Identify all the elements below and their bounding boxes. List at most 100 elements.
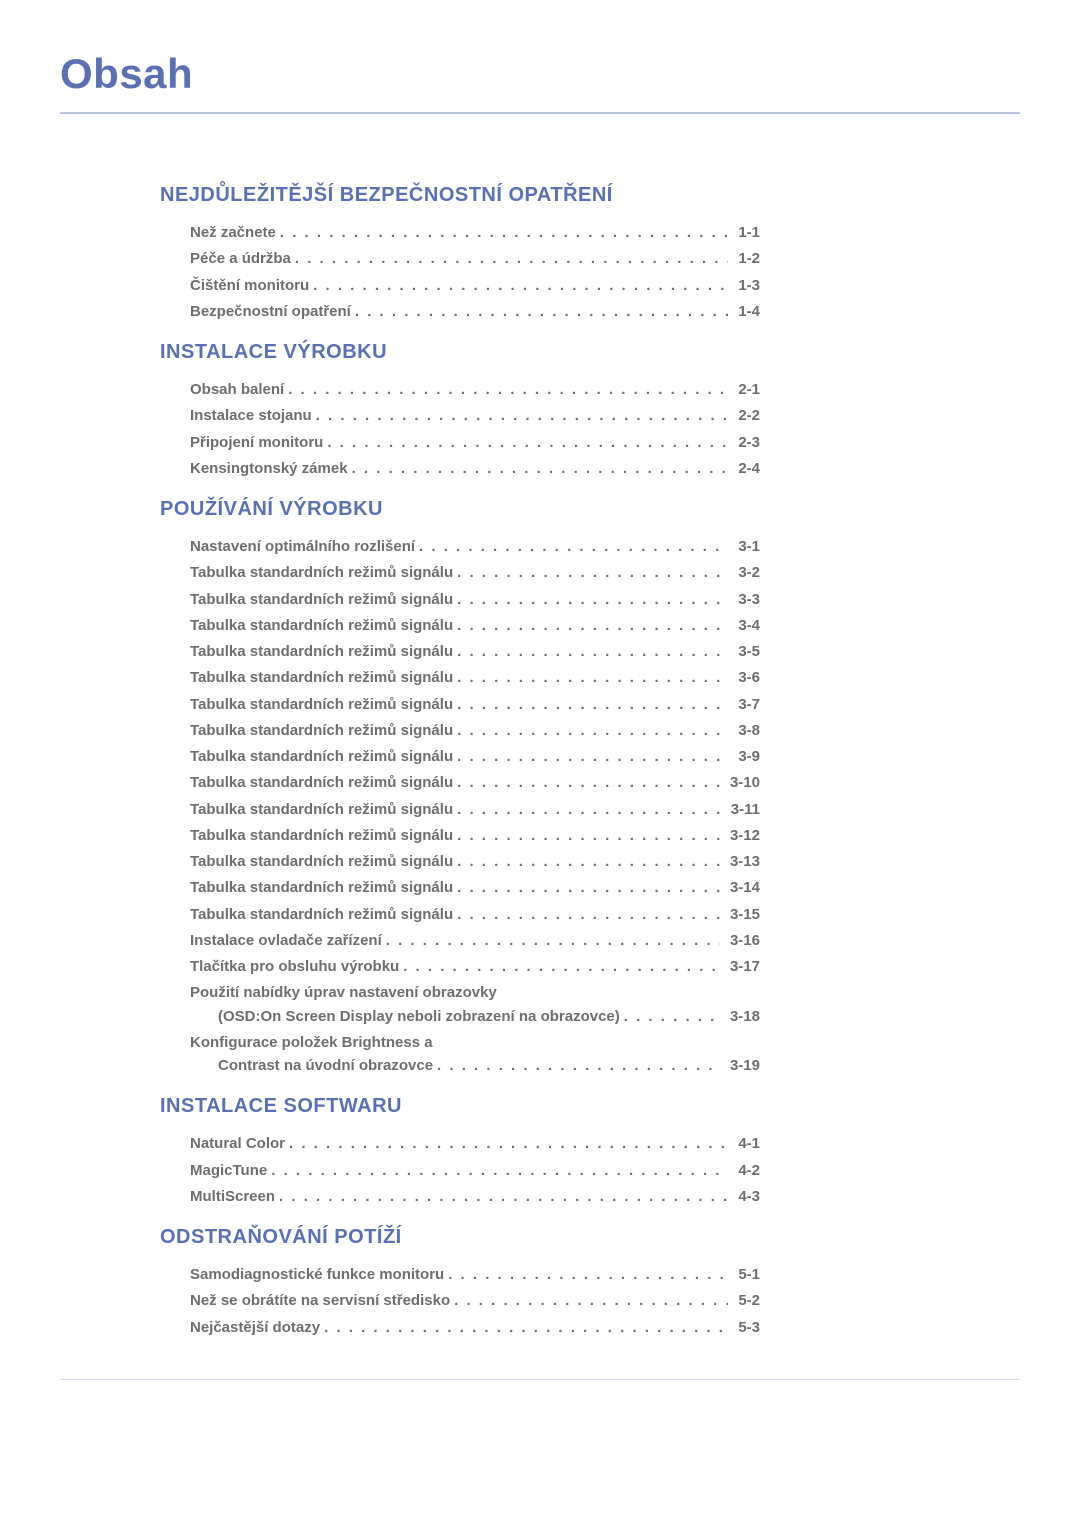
toc-entry[interactable]: Tlačítka pro obsluhu výrobku3-17: [190, 955, 760, 978]
section-heading: INSTALACE VÝROBKU: [160, 341, 760, 364]
toc-entry[interactable]: Tabulka standardních režimů signálu 3-8: [190, 719, 760, 742]
toc-list: Obsah balení 2-1 Instalace stojanu2-2 Připo…: [160, 378, 760, 480]
toc-leader: [457, 771, 720, 794]
toc-entry[interactable]: Nejčastější dotazy 5-3: [190, 1316, 760, 1339]
toc-entry-label: Připojení monitoru: [190, 431, 323, 454]
toc-entry[interactable]: Použití nabídky úprav nastavení obrazovk…: [190, 981, 760, 1028]
toc-entry[interactable]: Péče a údržba1-2: [190, 247, 760, 270]
toc-entry-label: Čištění monitoru: [190, 274, 309, 297]
toc-entry[interactable]: Tabulka standardních režimů signálu3-15: [190, 903, 760, 926]
toc-entry[interactable]: Kensingtonský zámek 2-4: [190, 457, 760, 480]
toc-entry-label: Nastavení optimálního rozlišení: [190, 535, 415, 558]
toc-leader: [280, 221, 728, 244]
toc-entry-page: 3-12: [730, 824, 760, 847]
toc-entry-page: 3-8: [738, 719, 760, 742]
toc-entry[interactable]: Tabulka standardních režimů signálu3-9: [190, 745, 760, 768]
toc-entry-label: Obsah balení: [190, 378, 284, 401]
toc-entry-page: 3-6: [738, 666, 760, 689]
toc-entry[interactable]: Tabulka standardních režimů signálu3-10: [190, 771, 760, 794]
toc-entry[interactable]: Bezpečnostní opatření1-4: [190, 300, 760, 323]
toc-entry-label: Tabulka standardních režimů signálu: [190, 903, 453, 926]
toc-entry[interactable]: Samodiagnostické funkce monitoru5-1: [190, 1263, 760, 1286]
toc-content: NEJDŮLEŽITĚJŠÍ BEZPEČNOSTNÍ OPATŘENÍ Než …: [60, 184, 1020, 1339]
toc-entry[interactable]: Tabulka standardních režimů signálu3-13: [190, 850, 760, 873]
toc-leader: [457, 798, 721, 821]
toc-leader: [327, 431, 728, 454]
toc-entry[interactable]: Natural Color4-1: [190, 1132, 760, 1155]
toc-entry[interactable]: Tabulka standardních režimů signálu 3-12: [190, 824, 760, 847]
toc-leader: [324, 1316, 728, 1339]
toc-entry-label: Konfigurace položek Brightness a: [190, 1031, 760, 1054]
toc-entry-page: 3-9: [738, 745, 760, 768]
toc-leader: [295, 247, 728, 270]
toc-list: Samodiagnostické funkce monitoru5-1 Než s…: [160, 1263, 760, 1339]
toc-entry[interactable]: Než se obrátíte na servisní středisko5-2: [190, 1289, 760, 1312]
toc-entry-page: 5-2: [738, 1289, 760, 1312]
bottom-rule: [60, 1379, 1020, 1380]
toc-entry-label: Tabulka standardních režimů signálu: [190, 640, 453, 663]
toc-entry-page: 3-16: [730, 929, 760, 952]
toc-entry-label: Tabulka standardních režimů signálu: [190, 719, 453, 742]
toc-leader: [355, 300, 728, 323]
section-heading: NEJDŮLEŽITĚJŠÍ BEZPEČNOSTNÍ OPATŘENÍ: [160, 184, 760, 207]
toc-entry-page: 3-18: [730, 1005, 760, 1028]
toc-list: Než začnete1-1 Péče a údržba1-2 Čištění mo…: [160, 221, 760, 323]
toc-entry-label: Tabulka standardních režimů signálu: [190, 693, 453, 716]
toc-entry-page: 5-3: [738, 1316, 760, 1339]
toc-entry-page: 3-1: [738, 535, 760, 558]
toc-entry[interactable]: Tabulka standardních režimů signálu3-6: [190, 666, 760, 689]
toc-entry[interactable]: Tabulka standardních režimů signálu3-11: [190, 798, 760, 821]
toc-entry-label: Tabulka standardních režimů signálu: [190, 798, 453, 821]
toc-leader: [457, 588, 728, 611]
toc-entry-label: Tabulka standardních režimů signálu: [190, 824, 453, 847]
toc-leader: [624, 1005, 720, 1028]
toc-leader: [457, 666, 728, 689]
toc-leader: [457, 719, 728, 742]
toc-leader: [316, 404, 729, 427]
toc-list: Natural Color4-1MagicTune4-2MultiScreen4…: [160, 1132, 760, 1208]
toc-leader: [313, 274, 728, 297]
toc-entry-label: Tabulka standardních režimů signálu: [190, 561, 453, 584]
toc-leader: [419, 535, 728, 558]
toc-entry[interactable]: Čištění monitoru1-3: [190, 274, 760, 297]
toc-entry-page: 3-4: [738, 614, 760, 637]
toc-entry[interactable]: Než začnete1-1: [190, 221, 760, 244]
toc-entry-label: MultiScreen: [190, 1185, 275, 1208]
toc-leader: [289, 1132, 728, 1155]
toc-entry[interactable]: Instalace stojanu2-2: [190, 404, 760, 427]
toc-entry-page: 4-1: [738, 1132, 760, 1155]
toc-entry-page: 3-3: [738, 588, 760, 611]
toc-entry[interactable]: Tabulka standardních režimů signálu3-5: [190, 640, 760, 663]
toc-entry[interactable]: Nastavení optimálního rozlišení 3-1: [190, 535, 760, 558]
toc-entry-label: Použití nabídky úprav nastavení obrazovk…: [190, 981, 760, 1004]
toc-entry[interactable]: Tabulka standardních režimů signálu 3-14: [190, 876, 760, 899]
toc-leader: [279, 1185, 728, 1208]
toc-entry-label: Tabulka standardních režimů signálu: [190, 876, 453, 899]
toc-entry[interactable]: Tabulka standardních režimů signálu3-4: [190, 614, 760, 637]
toc-entry[interactable]: Tabulka standardních režimů signálu3-3: [190, 588, 760, 611]
toc-entry[interactable]: MagicTune4-2: [190, 1159, 760, 1182]
toc-entry[interactable]: Instalace ovladače zařízení 3-16: [190, 929, 760, 952]
toc-entry[interactable]: Konfigurace položek Brightness aContrast…: [190, 1031, 760, 1078]
toc-entry[interactable]: Tabulka standardních režimů signálu3-2: [190, 561, 760, 584]
toc-entry-page: 2-4: [738, 457, 760, 480]
toc-entry[interactable]: MultiScreen4-3: [190, 1185, 760, 1208]
toc-entry-page: 3-14: [730, 876, 760, 899]
toc-entry-label: Bezpečnostní opatření: [190, 300, 351, 323]
toc-entry-label: Nejčastější dotazy: [190, 1316, 320, 1339]
toc-entry-sublabel: Contrast na úvodní obrazovce: [218, 1054, 433, 1077]
toc-leader: [457, 640, 728, 663]
toc-entry[interactable]: Připojení monitoru2-3: [190, 431, 760, 454]
toc-entry-page: 4-2: [738, 1159, 760, 1182]
toc-entry-label: Kensingtonský zámek: [190, 457, 348, 480]
toc-entry-label: Instalace ovladače zařízení: [190, 929, 382, 952]
toc-entry-page: 3-17: [730, 955, 760, 978]
toc-entry-page: 1-1: [738, 221, 760, 244]
toc-entry-page: 3-7: [738, 693, 760, 716]
toc-entry[interactable]: Tabulka standardních režimů signálu 3-7: [190, 693, 760, 716]
toc-leader: [457, 850, 720, 873]
toc-entry[interactable]: Obsah balení 2-1: [190, 378, 760, 401]
toc-entry-label: Instalace stojanu: [190, 404, 312, 427]
toc-entry-page: 3-19: [730, 1054, 760, 1077]
toc-entry-page: 2-1: [738, 378, 760, 401]
